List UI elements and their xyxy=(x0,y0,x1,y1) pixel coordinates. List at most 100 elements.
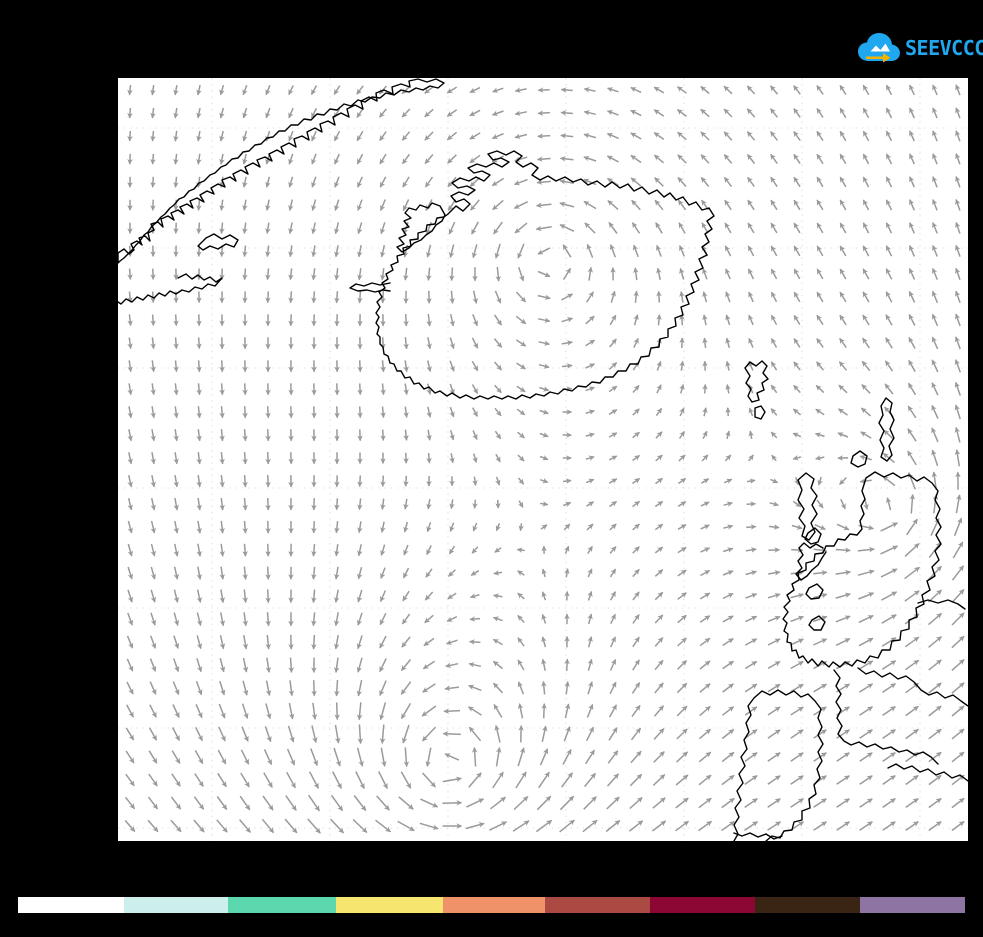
colorbar-segment-0[interactable] xyxy=(18,897,124,913)
wind-arrow xyxy=(608,362,618,370)
wind-arrow xyxy=(398,796,414,810)
wind-arrow xyxy=(628,820,644,832)
wind-arrow xyxy=(403,314,409,327)
wind-arrow xyxy=(631,704,641,718)
wind-arrow xyxy=(356,108,364,118)
wind-arrow xyxy=(403,747,410,768)
wind-arrow xyxy=(860,407,872,417)
wind-arrow xyxy=(584,749,596,765)
wind-arrow xyxy=(494,407,502,417)
wind-arrow xyxy=(908,268,916,280)
wind-arrow xyxy=(862,84,870,96)
colorbar-segment-5[interactable] xyxy=(544,897,650,913)
wind-arrow xyxy=(288,268,294,281)
wind-arrow xyxy=(495,499,501,509)
colorbar-segment-1[interactable] xyxy=(124,897,228,913)
wind-arrow xyxy=(127,475,133,488)
wind-arrow xyxy=(630,727,642,741)
wind-arrow xyxy=(468,639,481,645)
wind-arrow xyxy=(424,131,434,141)
wind-arrow xyxy=(219,107,225,119)
colorbar[interactable] xyxy=(18,897,965,913)
wind-arrow xyxy=(471,244,478,259)
wind-arrow xyxy=(539,409,549,415)
wind-arrow xyxy=(514,110,527,116)
wind-field-map[interactable] xyxy=(118,78,968,841)
wind-arrow xyxy=(746,131,756,141)
colorbar-segment-7[interactable] xyxy=(754,897,860,913)
wind-arrow xyxy=(858,592,875,600)
wind-arrow xyxy=(471,221,479,235)
wind-arrow xyxy=(357,475,363,488)
wind-arrow xyxy=(469,86,481,94)
wind-arrow xyxy=(792,408,802,416)
wind-arrow xyxy=(838,361,848,371)
wind-arrow xyxy=(147,819,159,833)
wind-arrow xyxy=(769,501,779,507)
wind-arrow xyxy=(862,268,870,280)
wind-arrow xyxy=(493,570,503,576)
wind-arrow xyxy=(492,616,503,622)
wind-arrow xyxy=(380,291,386,304)
wind-arrow xyxy=(793,338,801,348)
wind-arrow xyxy=(904,543,920,557)
wind-arrow xyxy=(357,222,363,235)
wind-arrow xyxy=(330,794,344,812)
wind-arrow xyxy=(357,268,363,281)
wind-arrow xyxy=(448,221,456,235)
wind-arrow xyxy=(541,591,547,601)
wind-arrow xyxy=(288,702,295,720)
colorbar-segment-8[interactable] xyxy=(859,897,965,913)
wind-arrow xyxy=(951,659,965,671)
wind-arrow xyxy=(375,819,391,833)
wind-arrow xyxy=(656,244,662,257)
wind-arrow xyxy=(443,708,461,714)
coastline-scotland-west xyxy=(795,542,827,581)
wind-arrow xyxy=(700,547,711,553)
wind-arrow xyxy=(173,612,180,627)
wind-arrow xyxy=(219,383,225,396)
wind-arrow xyxy=(311,543,317,557)
wind-arrow xyxy=(538,340,551,346)
wind-arrow xyxy=(517,500,524,508)
wind-arrow xyxy=(633,314,639,326)
wind-arrow xyxy=(469,132,481,140)
wind-arrow xyxy=(172,658,180,673)
wind-arrow xyxy=(748,407,754,417)
wind-arrow xyxy=(127,566,134,580)
wind-arrow xyxy=(816,107,824,118)
wind-arrow xyxy=(881,637,897,647)
wind-arrow xyxy=(767,821,782,831)
wind-arrow xyxy=(448,244,455,259)
wind-arrow xyxy=(609,681,617,695)
wind-arrow xyxy=(173,153,179,165)
wind-arrow xyxy=(426,267,432,281)
wind-arrow xyxy=(656,290,662,303)
wind-arrow xyxy=(609,523,617,531)
wind-arrow xyxy=(882,797,896,809)
wind-arrow xyxy=(954,404,961,420)
colorbar-segment-6[interactable] xyxy=(649,897,755,913)
colorbar-segment-2[interactable] xyxy=(227,897,336,913)
wind-arrow xyxy=(770,153,778,165)
wind-arrow xyxy=(629,796,643,810)
wind-arrow xyxy=(859,821,873,831)
wind-arrow xyxy=(311,680,317,697)
wind-arrow xyxy=(493,221,503,235)
wind-arrow xyxy=(859,729,873,739)
wind-arrow xyxy=(607,200,619,210)
wind-arrow xyxy=(907,428,917,442)
wind-arrow xyxy=(835,547,851,553)
wind-arrow xyxy=(882,751,896,763)
wind-arrow xyxy=(747,199,755,211)
wind-arrow xyxy=(770,268,778,280)
wind-arrow xyxy=(955,244,961,257)
wind-arrow xyxy=(311,245,317,258)
wind-arrow xyxy=(423,637,435,647)
wind-arrow xyxy=(310,85,318,96)
colorbar-segment-4[interactable] xyxy=(442,897,545,913)
colorbar-segment-3[interactable] xyxy=(335,897,443,913)
wind-arrow xyxy=(677,637,687,647)
wind-arrow xyxy=(265,589,271,604)
wind-arrow xyxy=(583,155,597,162)
